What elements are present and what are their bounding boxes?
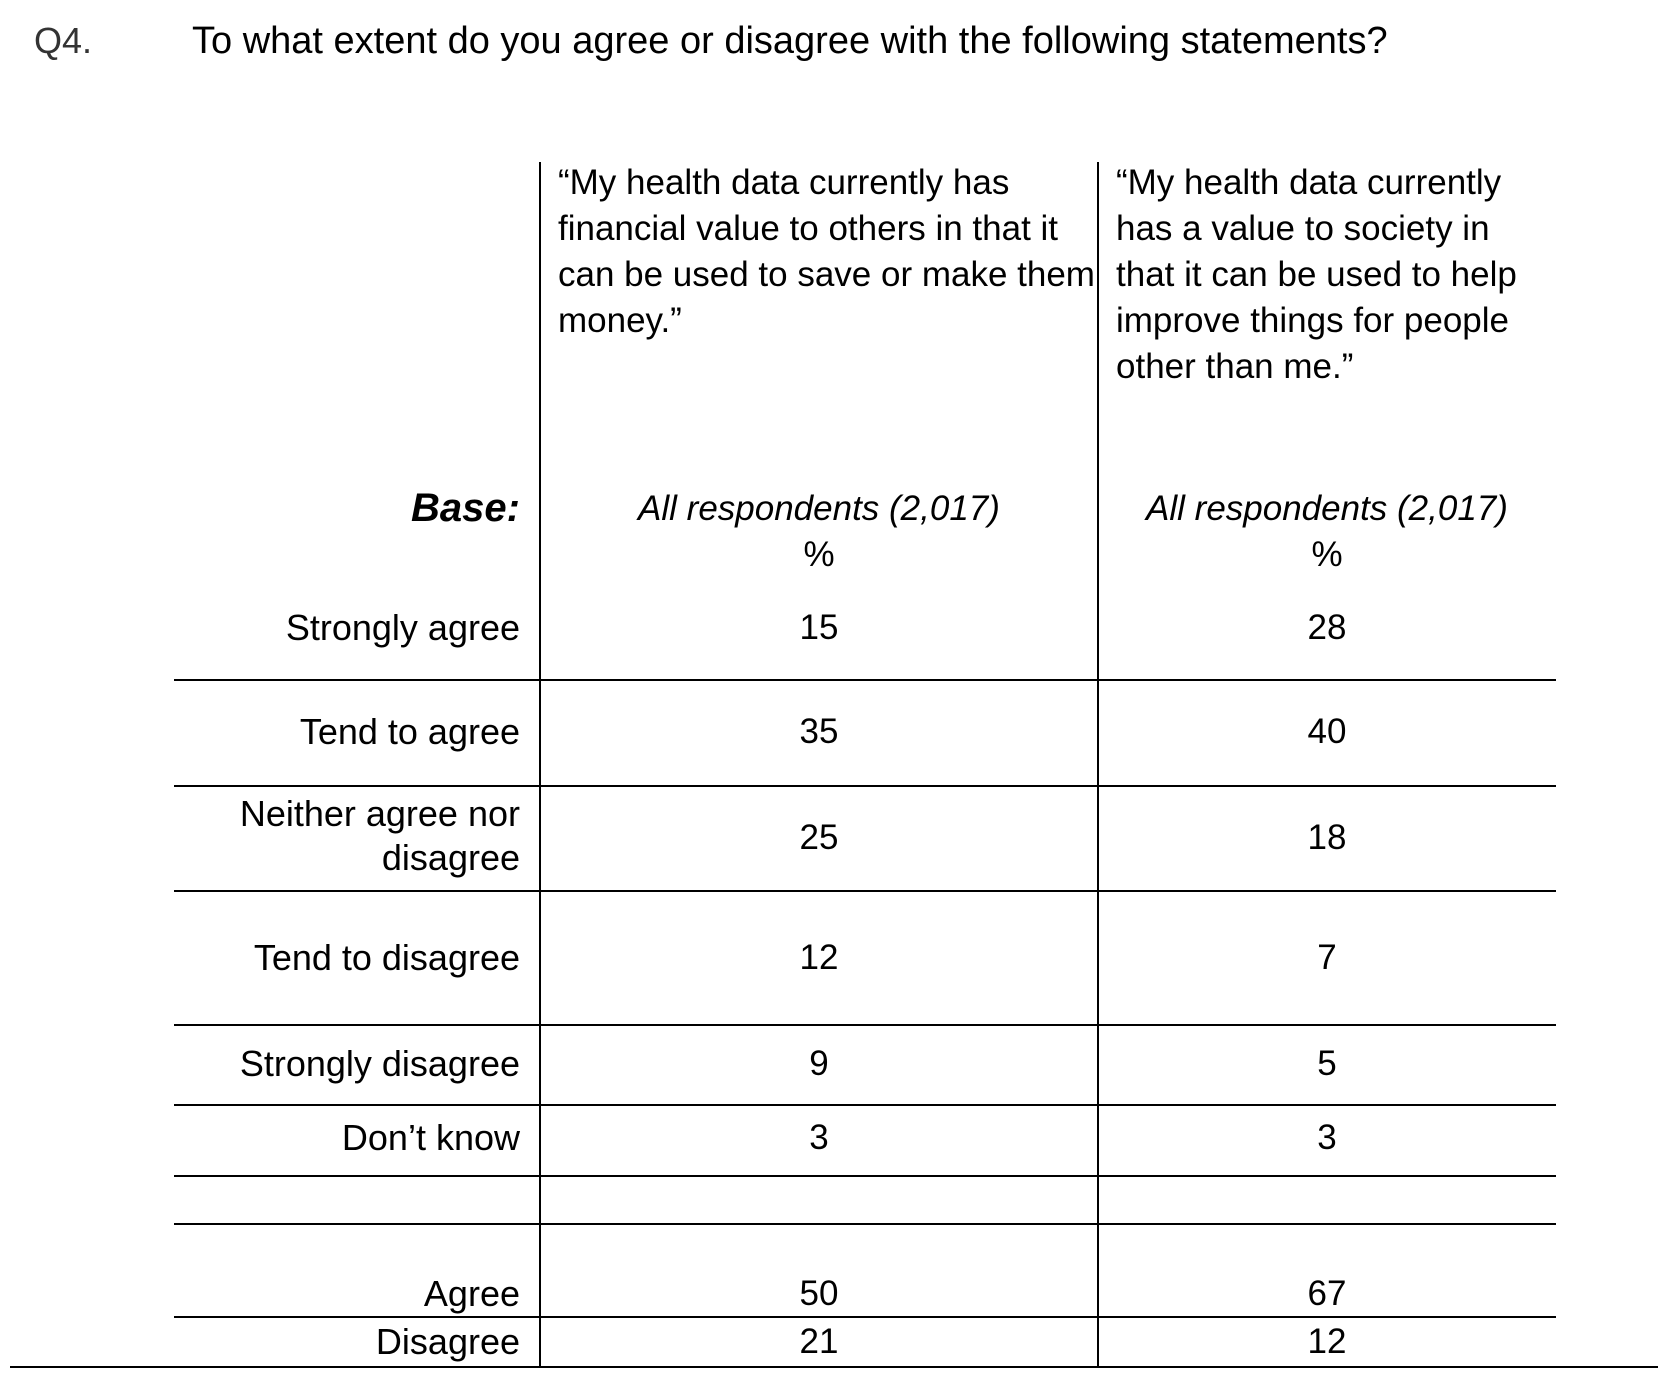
cell-disagree-col1: 21 — [799, 1322, 839, 1361]
cell-tend-to-agree-col2: 40 — [1307, 712, 1347, 751]
cell-tend-to-disagree-col1: 12 — [799, 938, 839, 977]
base-value-col1: All respondents (2,017) % — [540, 486, 1098, 578]
cell-dont-know-col2: 3 — [1317, 1118, 1337, 1157]
column-divider-1 — [539, 162, 541, 1368]
row-label-agree: Agree — [423, 1273, 520, 1314]
row-divider — [174, 890, 1556, 892]
table-bottom-rule — [10, 1366, 1658, 1368]
cell-disagree-col2: 12 — [1307, 1322, 1347, 1361]
row-label-dont-know: Don’t know — [341, 1117, 520, 1158]
row-label-tend-to-disagree: Tend to disagree — [253, 937, 520, 978]
cell-strongly-agree-col2: 28 — [1307, 608, 1347, 647]
row-label-strongly-agree: Strongly agree — [285, 607, 520, 648]
cell-dont-know-col1: 3 — [809, 1118, 829, 1157]
statement-society: “My health data currently has a value to… — [1116, 163, 1517, 386]
row-divider — [174, 1316, 1556, 1318]
cell-neither-col1: 25 — [799, 818, 839, 857]
row-divider — [174, 785, 1556, 787]
cell-strongly-agree-col1: 15 — [799, 608, 839, 647]
row-label-tend-to-agree: Tend to agree — [299, 711, 520, 752]
question-number: Q4. — [34, 20, 93, 61]
column-divider-2 — [1097, 162, 1099, 1368]
row-divider — [174, 1104, 1556, 1106]
base-text: All respondents (2,017) — [1146, 489, 1508, 528]
row-label-strongly-disagree: Strongly disagree — [239, 1043, 520, 1084]
row-label-neither: Neither agree nor disagree — [239, 793, 520, 878]
base-label: Base: — [411, 486, 520, 530]
cell-agree-col1: 50 — [799, 1274, 839, 1313]
unit-label: % — [1311, 535, 1343, 574]
row-divider — [174, 1175, 1556, 1177]
row-divider — [174, 679, 1556, 681]
row-divider — [174, 1024, 1556, 1026]
cell-tend-to-agree-col1: 35 — [799, 712, 839, 751]
cell-neither-col2: 18 — [1307, 818, 1347, 857]
statement-financial: “My health data currently has financial … — [558, 163, 1095, 340]
cell-strongly-disagree-col2: 5 — [1317, 1044, 1337, 1083]
cell-tend-to-disagree-col2: 7 — [1317, 938, 1337, 977]
cell-agree-col2: 67 — [1307, 1274, 1347, 1313]
row-divider — [174, 1223, 1556, 1225]
cell-strongly-disagree-col1: 9 — [809, 1044, 829, 1083]
row-label-disagree: Disagree — [375, 1321, 520, 1362]
question-text: To what extent do you agree or disagree … — [192, 20, 1388, 62]
base-value-col2: All respondents (2,017) % — [1098, 486, 1556, 578]
base-text: All respondents (2,017) — [638, 489, 1000, 528]
unit-label: % — [803, 535, 835, 574]
